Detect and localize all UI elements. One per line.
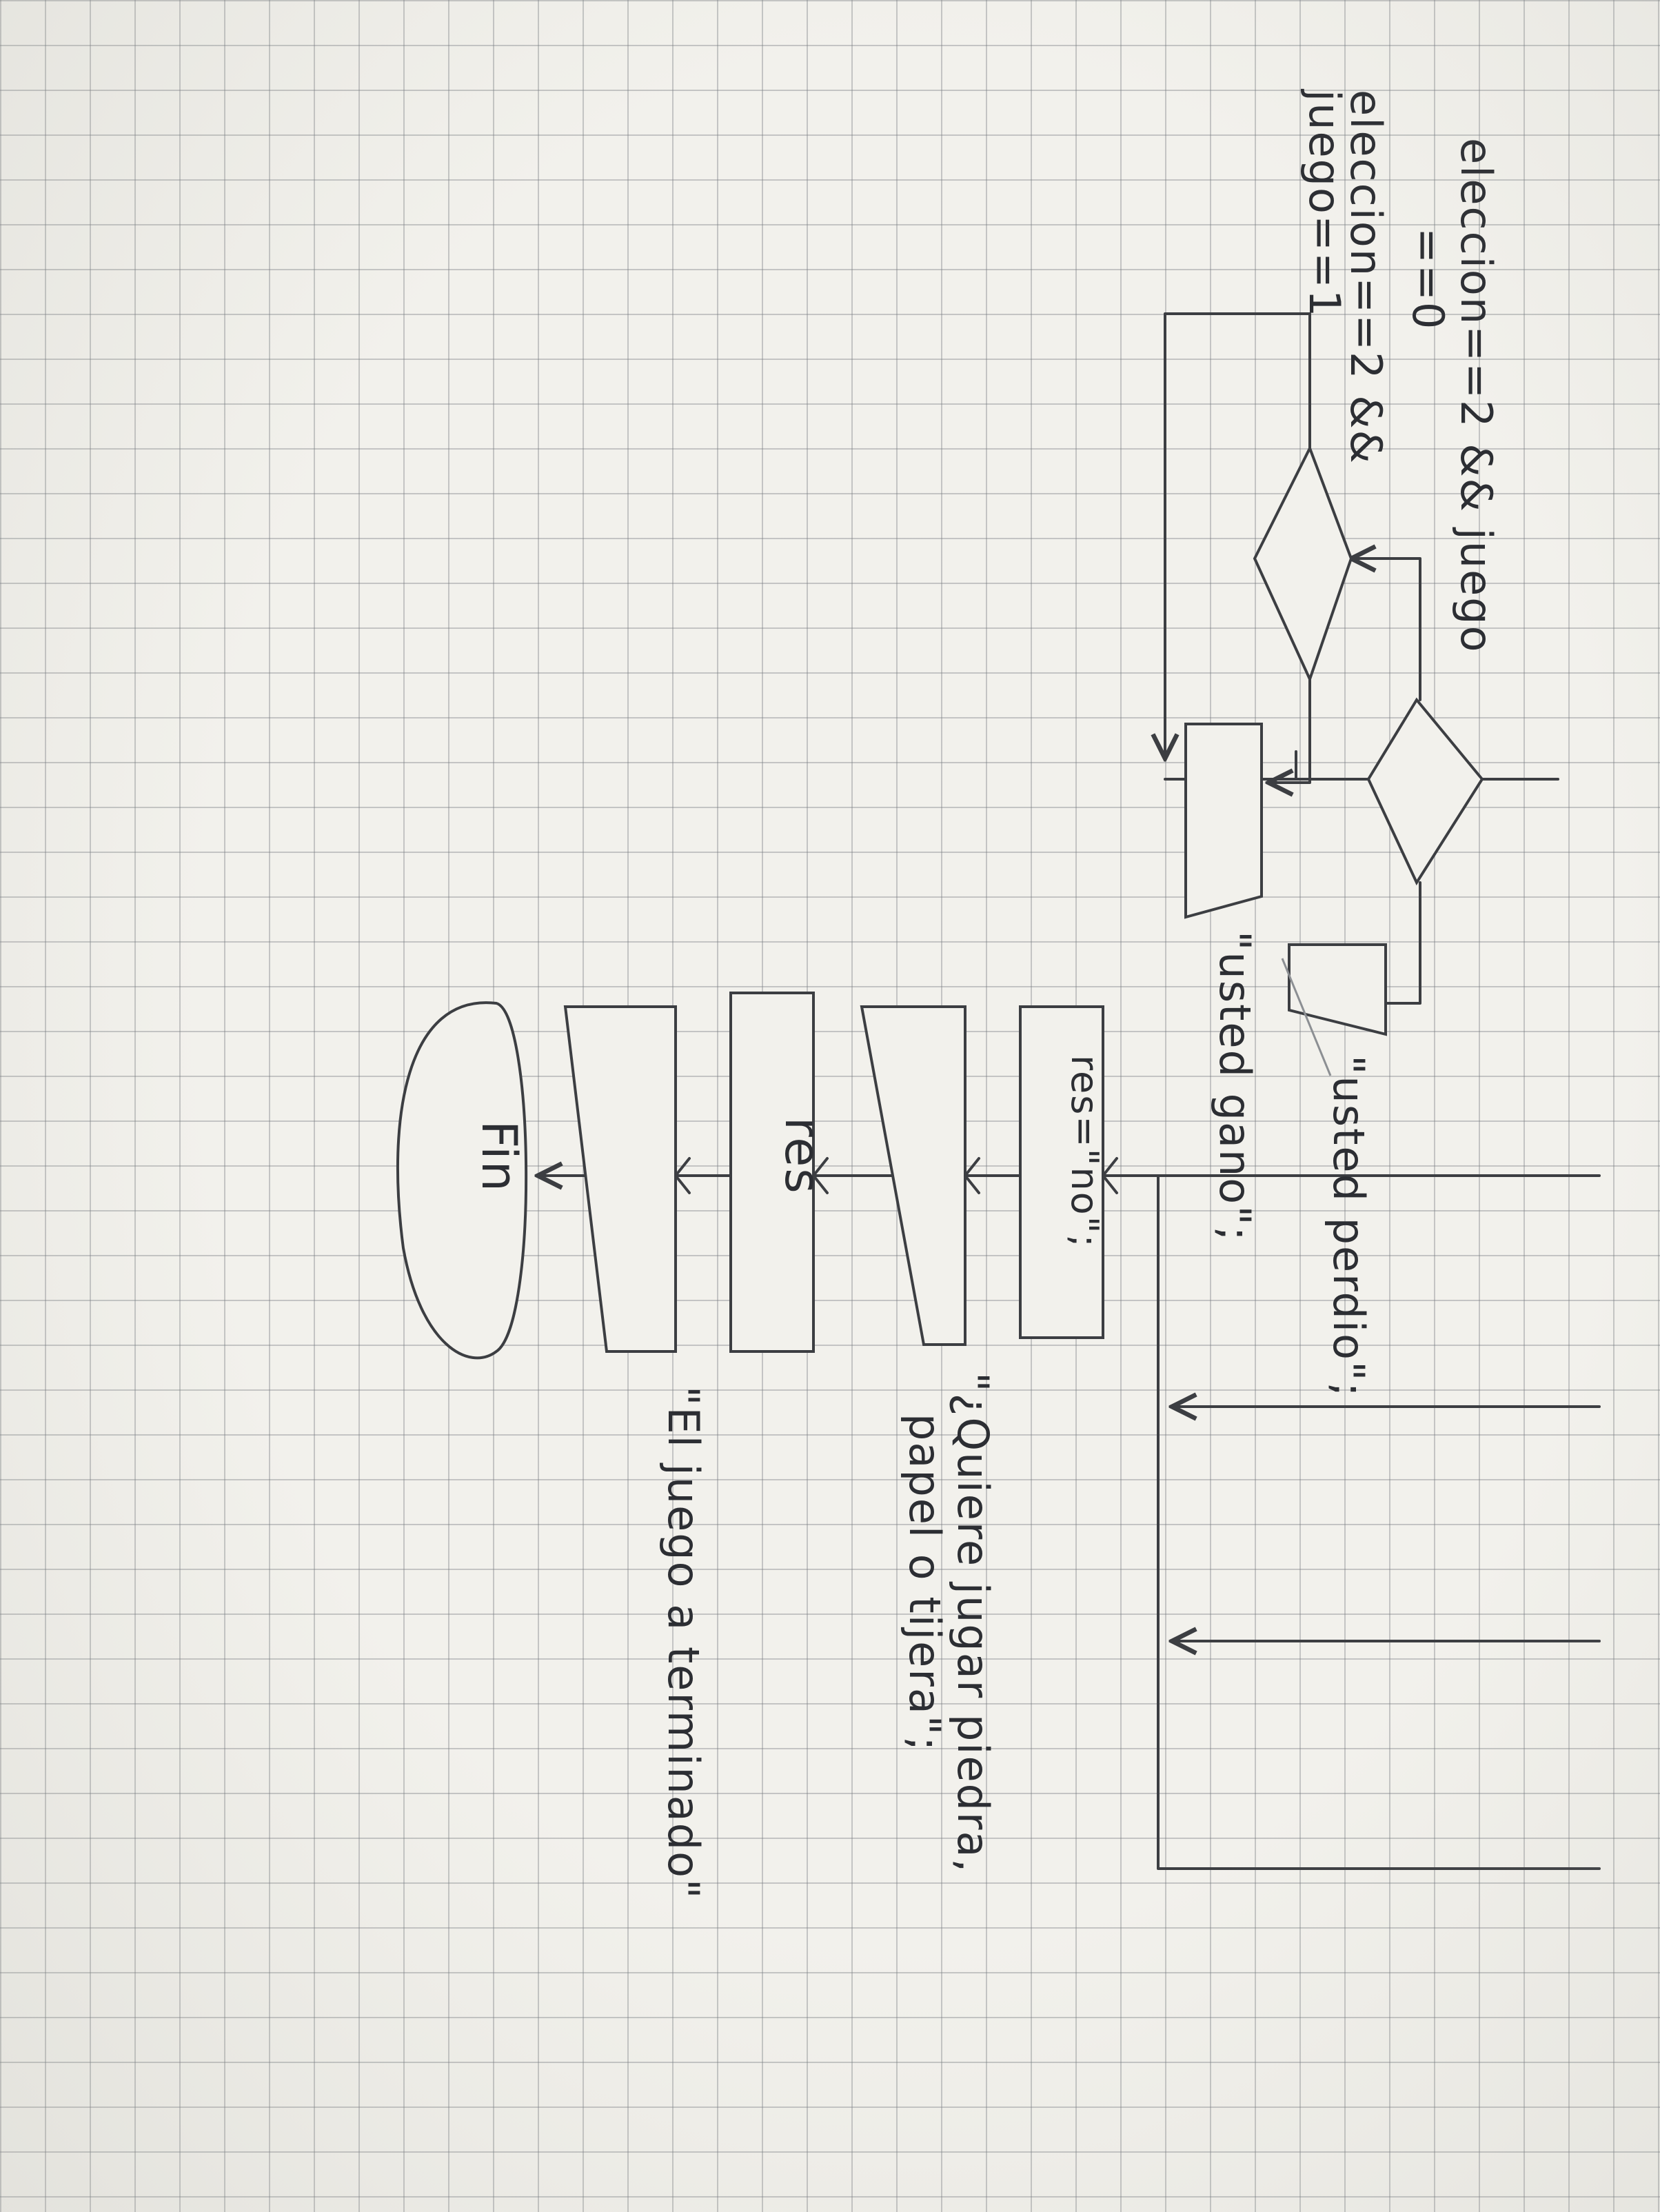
output-end-message-shape — [563, 1005, 677, 1353]
output-gano-shadow — [1281, 958, 1332, 1076]
process-res-box — [729, 992, 815, 1353]
output-prompt-shape — [860, 1005, 966, 1346]
output-label-prompt-line2: papel o tijera"; — [900, 1414, 950, 1752]
flow-line-to-decision-2 — [1351, 559, 1421, 701]
condition-label-bottom-line1: eleccion==2 && — [1341, 90, 1391, 465]
condition-label-top-line2: ==0 — [1403, 228, 1453, 330]
output-label-perdio: "usted perdio"; — [1324, 1055, 1374, 1398]
flow-no-branch-bottom — [1165, 312, 1311, 758]
terminal-label-fin: Fin — [471, 1120, 527, 1193]
condition-label-bottom-line2: juego==1 — [1299, 88, 1350, 318]
arrow-to-message — [674, 1157, 691, 1194]
output-perdio-shape — [1288, 943, 1387, 1036]
arrow-to-res — [812, 1157, 829, 1194]
terminal-fin-shape — [396, 1001, 528, 1360]
decision-diamond-top — [1366, 697, 1484, 886]
process-label-res: res — [774, 1117, 831, 1195]
center-flow-line — [1157, 1174, 1601, 1870]
flow-yes-branch-bottom — [1268, 678, 1311, 783]
output-label-gano: "usted gano"; — [1210, 931, 1260, 1243]
condition-label-top-line1: eleccion==2 && juego — [1451, 138, 1501, 654]
arrow-to-res-no — [1102, 1157, 1118, 1194]
output-label-end-message: "El juego a terminado" — [658, 1386, 709, 1900]
arrow-to-prompt — [964, 1157, 980, 1194]
process-res-no-box — [1019, 1005, 1104, 1339]
output-gano-shape — [1184, 723, 1263, 919]
decision-diamond-bottom — [1253, 445, 1353, 683]
output-label-prompt-line1: "¿Quiere jugar piedra, — [948, 1372, 998, 1873]
process-label-res-no: res="no"; — [1063, 1055, 1106, 1249]
